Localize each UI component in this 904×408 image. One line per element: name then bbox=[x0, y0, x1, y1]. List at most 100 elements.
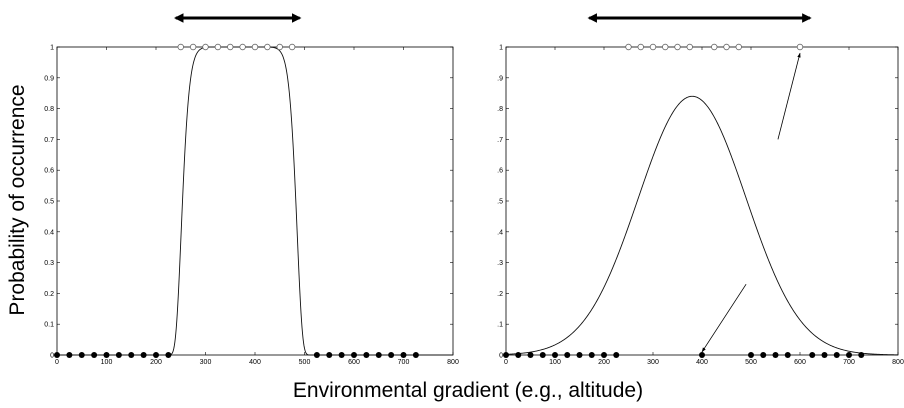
y-tick-label: .5 bbox=[497, 199, 503, 206]
absence-point bbox=[772, 352, 779, 358]
absence-point bbox=[338, 352, 345, 358]
absence-point bbox=[115, 352, 122, 358]
x-tick-label: 200 bbox=[598, 359, 610, 366]
x-tick-label: 0 bbox=[504, 359, 508, 366]
absence-point bbox=[128, 352, 135, 358]
x-tick-label: 400 bbox=[249, 359, 261, 366]
plot-frame bbox=[56, 46, 454, 356]
absence-point bbox=[748, 352, 754, 358]
presence-point bbox=[723, 43, 730, 51]
presence-point bbox=[625, 43, 632, 51]
presence-point bbox=[264, 43, 271, 51]
absence-point bbox=[858, 352, 865, 358]
absence-point bbox=[539, 352, 546, 358]
presence-point bbox=[276, 43, 283, 51]
x-tick-label: 600 bbox=[348, 359, 360, 366]
presence-point bbox=[649, 43, 657, 51]
presence-point bbox=[288, 43, 296, 51]
x-tick-label: 300 bbox=[647, 359, 659, 366]
presence-point bbox=[711, 43, 718, 51]
y-tick-label: .7 bbox=[497, 137, 503, 144]
absence-point bbox=[78, 352, 85, 358]
response-curve bbox=[57, 46, 453, 356]
absence-point bbox=[552, 352, 558, 358]
x-tick-label: 600 bbox=[794, 359, 806, 366]
x-tick-label: 500 bbox=[745, 359, 757, 366]
absence-point bbox=[313, 352, 320, 358]
absence-point bbox=[613, 352, 620, 358]
pointer-arrow bbox=[777, 52, 801, 140]
presence-point bbox=[239, 43, 246, 51]
y-tick-label: 0.3 bbox=[44, 260, 54, 267]
y-tick-label: .1 bbox=[497, 322, 503, 329]
pointer-arrow bbox=[701, 283, 747, 353]
absence-point bbox=[91, 352, 98, 358]
y-axis-label: Probability of occurrence bbox=[6, 84, 29, 315]
right-panel: 0 100 200 300 400 500 600 700 800 0 .1 .2 .3 .4 .5 .6 .7… bbox=[497, 13, 904, 366]
absence-point bbox=[503, 352, 509, 358]
x-tick-label: 100 bbox=[549, 359, 561, 366]
absence-point bbox=[564, 352, 571, 358]
y-tick-label: .9 bbox=[497, 75, 503, 82]
absence-point bbox=[784, 352, 791, 358]
presence-point bbox=[202, 43, 209, 51]
presence-point bbox=[662, 43, 669, 51]
absence-point bbox=[375, 352, 382, 358]
y-tick-label: 0.4 bbox=[44, 229, 54, 236]
plot-frame bbox=[505, 46, 899, 356]
absence-point bbox=[699, 352, 705, 358]
y-tick-label: .8 bbox=[497, 106, 503, 113]
x-tick-label: 300 bbox=[200, 359, 212, 366]
absence-point bbox=[833, 352, 840, 358]
y-tick-label: 0 bbox=[50, 353, 54, 360]
y-tick-label: .3 bbox=[497, 260, 503, 267]
absence-point bbox=[66, 352, 73, 358]
y-tick-label: 0.5 bbox=[44, 199, 54, 206]
y-tick-label: 0 bbox=[499, 353, 503, 360]
y-tick-label: 0.9 bbox=[44, 75, 54, 82]
absence-point bbox=[388, 352, 395, 358]
y-tick-label: 0.6 bbox=[44, 168, 54, 175]
x-tick-label: 200 bbox=[150, 359, 162, 366]
absence-point bbox=[515, 352, 522, 358]
presence-point bbox=[735, 43, 742, 51]
x-tick-label: 400 bbox=[696, 359, 708, 366]
left-panel: 0 100 200 300 400 500 600 700 800 0 0.1 0.2 0.3 0.4 0.… bbox=[44, 13, 459, 366]
absence-point bbox=[153, 352, 159, 358]
y-tick-label: 1 bbox=[50, 45, 54, 52]
absence-point bbox=[363, 352, 370, 358]
y-tick-label: 1 bbox=[499, 45, 503, 52]
absence-point bbox=[846, 352, 852, 358]
x-tick-label: 800 bbox=[892, 359, 904, 366]
response-curve bbox=[505, 95, 898, 356]
absence-point bbox=[412, 352, 419, 358]
x-tick-label: 800 bbox=[447, 359, 459, 366]
absence-point bbox=[165, 352, 172, 358]
absence-point bbox=[351, 352, 357, 358]
absence-point bbox=[400, 352, 407, 358]
presence-point bbox=[189, 43, 197, 51]
x-tick-label: 500 bbox=[299, 359, 311, 366]
presence-point bbox=[674, 43, 681, 51]
y-tick-label: 0.2 bbox=[44, 291, 54, 298]
absence-point bbox=[140, 352, 147, 358]
absence-point bbox=[54, 352, 60, 358]
y-tick-label: 0.1 bbox=[44, 322, 54, 329]
presence-point bbox=[637, 43, 644, 51]
x-tick-label: 700 bbox=[843, 359, 855, 366]
absence-point bbox=[760, 352, 767, 358]
presence-point bbox=[214, 43, 222, 51]
x-tick-label: 100 bbox=[101, 359, 113, 366]
y-tick-label: .4 bbox=[497, 229, 503, 236]
absence-point bbox=[103, 352, 110, 358]
y-tick-label: .6 bbox=[497, 168, 503, 175]
absence-point bbox=[326, 352, 333, 358]
presence-point bbox=[177, 43, 184, 51]
absence-point bbox=[576, 352, 583, 358]
x-tick-label: 0 bbox=[55, 359, 59, 366]
x-tick-label: 700 bbox=[398, 359, 410, 366]
presence-point bbox=[227, 43, 234, 51]
absence-point bbox=[601, 352, 607, 358]
y-tick-label: .2 bbox=[497, 291, 503, 298]
